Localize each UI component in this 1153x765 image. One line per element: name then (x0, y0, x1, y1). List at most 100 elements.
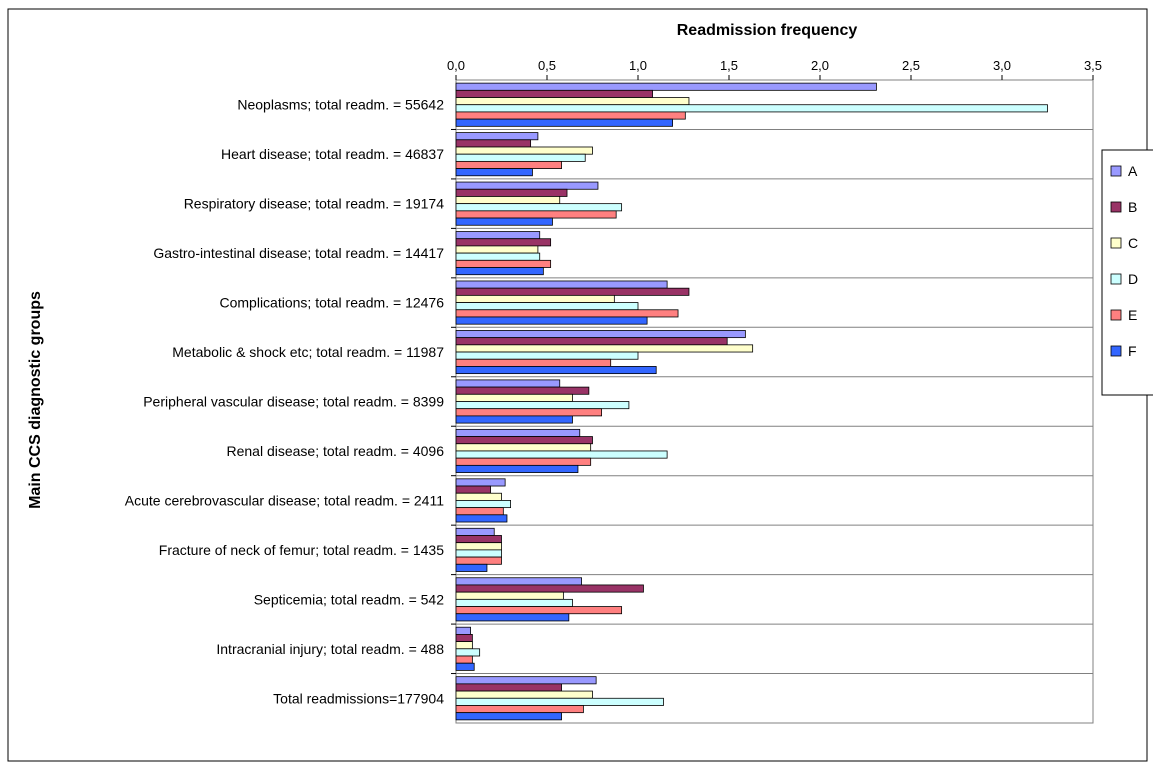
x-axis-ticks: 0,0 0,5 1,0 1,5 2,0 2,5 3,0 3,5 (447, 58, 1102, 80)
x-tick-label: 2,0 (811, 58, 829, 73)
category-label: Fracture of neck of femur; total readm. … (159, 542, 444, 558)
bar-a (455, 132, 539, 141)
bar-e (455, 358, 612, 367)
category-label: Heart disease; total readm. = 46837 (221, 146, 444, 162)
bar-e (455, 259, 552, 268)
bar-e (455, 210, 617, 219)
bar-e (455, 606, 623, 615)
category-label: Metabolic & shock etc; total readm. = 11… (172, 344, 444, 360)
bar-c (455, 97, 690, 106)
category-label: Complications; total readm. = 12476 (219, 295, 444, 311)
bar-b (455, 683, 562, 692)
category-label: Septicemia; total readm. = 542 (254, 591, 444, 607)
bar-d (455, 648, 481, 657)
bar-e (455, 309, 679, 318)
bar-d (455, 351, 639, 360)
category-labels: Neoplasms; total readm. = 55642 Heart dis… (125, 97, 444, 707)
bar-e (455, 705, 584, 714)
legend-swatch-d (1110, 273, 1122, 285)
bar-a (455, 280, 668, 289)
bar-c (455, 443, 592, 452)
legend-label-b: B (1128, 199, 1137, 215)
bar-a (455, 577, 582, 586)
bar-f (455, 415, 573, 424)
bar-d (455, 697, 664, 706)
bar-c (455, 196, 561, 205)
bar-c (455, 245, 539, 254)
bar-f (455, 267, 544, 276)
bar-d (455, 252, 541, 261)
x-tick-label: 3,0 (993, 58, 1011, 73)
bar-d (455, 104, 1048, 113)
bar-b (455, 634, 473, 643)
category-label: Total readmissions=177904 (273, 690, 444, 706)
category-label: Peripheral vascular disease; total readm… (143, 394, 444, 410)
bar-d (455, 450, 668, 459)
bar-f (455, 563, 488, 572)
bar-b (455, 535, 502, 544)
bar-a (455, 478, 506, 487)
legend-box (1101, 149, 1153, 396)
bar-f (455, 366, 657, 375)
bar-f (455, 118, 673, 127)
bar-b (455, 436, 593, 445)
bar-c (455, 492, 502, 501)
bar-b (455, 485, 491, 494)
bar-c (455, 690, 593, 699)
category-separators (451, 128, 1093, 675)
bar-f (455, 168, 533, 177)
bar-a (455, 428, 581, 437)
category-label: Intracranial injury; total readm. = 488 (216, 641, 444, 657)
bar-c (455, 344, 754, 353)
bar-d (455, 549, 502, 558)
legend-swatch-c (1110, 237, 1122, 249)
bar-e (455, 457, 592, 466)
x-tick-label: 1,5 (720, 58, 738, 73)
bar-c (455, 294, 615, 303)
bar-a (455, 82, 877, 91)
bar-e (455, 111, 686, 120)
legend: A B C D E F (1101, 149, 1153, 396)
bar-b (455, 238, 552, 247)
legend-swatch-e (1110, 309, 1122, 321)
x-tick-label: 0,0 (447, 58, 465, 73)
bar-d (455, 153, 586, 162)
x-tick-label: 3,5 (1084, 58, 1102, 73)
bar-f (455, 712, 562, 721)
bar-e (455, 556, 502, 565)
bar-f (455, 613, 570, 622)
x-tick-label: 2,5 (902, 58, 920, 73)
legend-label-e: E (1128, 307, 1137, 323)
legend-label-c: C (1128, 235, 1138, 251)
category-label: Renal disease; total readm. = 4096 (226, 443, 444, 459)
bar-a (455, 231, 541, 240)
legend-label-f: F (1128, 343, 1137, 359)
bar-c (455, 591, 564, 600)
legend-swatch-a (1110, 165, 1122, 177)
bar-e (455, 408, 603, 417)
bar-b (455, 584, 644, 593)
bar-a (455, 676, 597, 685)
category-label: Respiratory disease; total readm. = 1917… (184, 196, 445, 212)
bar-e (455, 507, 504, 516)
bar-a (455, 379, 561, 388)
bar-e (455, 160, 562, 169)
bar-c (455, 542, 502, 551)
x-tick-label: 0,5 (538, 58, 556, 73)
legend-label-d: D (1128, 271, 1138, 287)
bar-c (455, 393, 573, 402)
bar-f (455, 662, 475, 671)
bar-b (455, 188, 568, 197)
bar-f (455, 464, 579, 473)
bar-d (455, 401, 630, 410)
x-axis-title: Readmission frequency (677, 22, 858, 39)
legend-swatch-b (1110, 201, 1122, 213)
bar-d (455, 203, 623, 212)
bar-b (455, 337, 728, 346)
bar-f (455, 217, 553, 226)
bar-b (455, 139, 532, 148)
bar-d (455, 500, 511, 509)
category-label: Neoplasms; total readm. = 55642 (237, 97, 444, 113)
x-tick-label: 1,0 (629, 58, 647, 73)
